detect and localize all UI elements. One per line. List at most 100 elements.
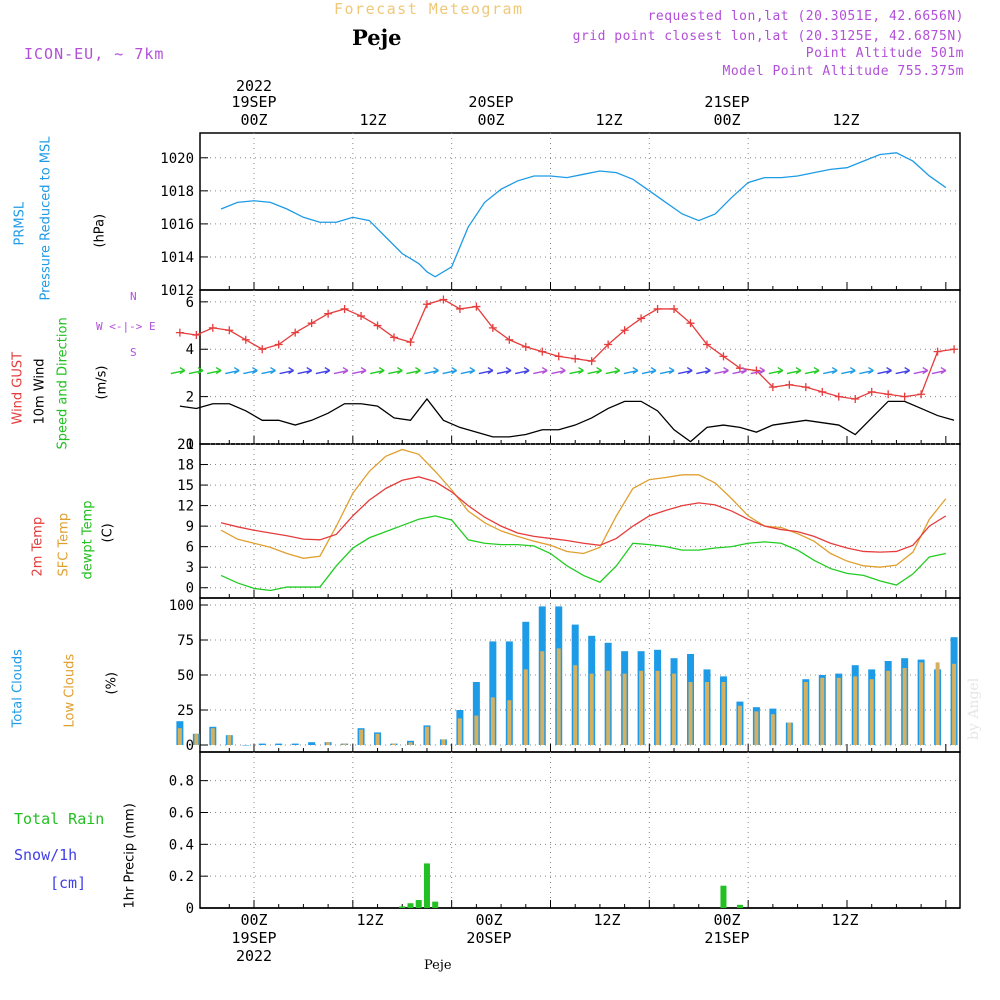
wind-frame: [199, 289, 961, 445]
wind-direction-arrow: [297, 366, 313, 375]
gust-marker: [241, 335, 250, 344]
gust-marker: [373, 321, 382, 330]
station-name: Peje: [352, 25, 402, 50]
low-cloud-bar: [342, 743, 347, 745]
gust-marker: [208, 323, 217, 332]
gust-marker: [521, 342, 530, 351]
total-cloud-bar: [258, 743, 266, 745]
gust-marker: [175, 328, 184, 337]
low-cloud-bar: [672, 673, 677, 745]
low-cloud-bar: [326, 742, 331, 745]
compass-we: W <-|-> E: [96, 320, 156, 333]
precip-ytick-label: 0.8: [169, 774, 194, 790]
model-point-altitude: Model Point Altitude 755.375m: [722, 64, 964, 79]
low-cloud-bar: [490, 697, 495, 745]
low-cloud-bar: [622, 673, 627, 745]
low-cloud-bar: [639, 670, 644, 745]
grid-point-coords: grid point closest lon,lat (20.3125E, 42…: [572, 29, 964, 44]
low-cloud-bar: [474, 715, 479, 745]
gust-marker: [604, 340, 613, 349]
low-cloud-bar: [523, 669, 528, 745]
low-cloud-bar: [902, 668, 907, 745]
gust-marker: [192, 331, 201, 340]
rain-bar: [423, 863, 430, 908]
bottom-year-label: 2022: [235, 947, 273, 965]
low-cloud-bar: [589, 673, 594, 745]
temp-ytick-label: 21: [177, 437, 194, 453]
pressure-ytick-label: 1016: [160, 217, 194, 233]
wind-direction-arrow: [750, 366, 766, 375]
dewpt-line: [220, 515, 946, 592]
precip-frame: [199, 751, 961, 909]
wind-direction-arrow: [225, 366, 240, 375]
wind-direction-arrow: [895, 366, 911, 375]
wind-direction-arrow: [333, 366, 349, 375]
low-cloud-bar: [919, 662, 924, 745]
low-cloud-bar: [935, 662, 940, 745]
wind-direction-arrow: [406, 366, 421, 375]
gust-marker: [571, 354, 580, 363]
wind-line: [179, 397, 955, 443]
clouds-panel: 0 25 50 75 100: [169, 597, 961, 754]
temp-ytick-label: 3: [186, 560, 194, 576]
temp-ytick-label: 6: [186, 540, 194, 556]
low-cloud-bar: [721, 682, 726, 745]
wind-direction-arrow: [188, 366, 204, 375]
low-cloud-bar: [820, 677, 825, 745]
gust-marker: [472, 302, 481, 311]
wind-direction-arrow: [732, 366, 747, 375]
point-altitude: Point Altitude 501m: [805, 46, 964, 61]
bottom-12z-label-1: 12Z: [356, 911, 384, 929]
gust-marker: [455, 304, 464, 313]
clouds-ytick-label: 25: [177, 703, 194, 719]
low-cloud-bar: [392, 743, 397, 745]
top-12z-label-1: 12Z: [359, 111, 387, 129]
total-cloud-bar: [472, 682, 480, 745]
gust-marker: [768, 383, 777, 392]
wind-direction-arrow: [768, 366, 784, 375]
gust-marker: [834, 392, 843, 401]
wind-direction-arrow: [913, 366, 929, 375]
sfc-temp-line: [220, 448, 947, 568]
low-cloud-bar: [540, 651, 545, 745]
gust-marker: [505, 335, 514, 344]
precip-ytick-label: 0.2: [169, 869, 194, 885]
top-day3-label: 21SEP: [704, 93, 750, 111]
low-cloud-bar: [803, 682, 808, 745]
wind-direction-arrow: [696, 366, 711, 375]
wind-direction-arrow: [931, 366, 947, 375]
wind-direction-arrow: [496, 366, 512, 375]
low-cloud-bar: [754, 711, 759, 745]
gust-marker: [752, 366, 761, 375]
wind-direction-arrow: [533, 366, 548, 375]
temp-ytick-label: 18: [177, 458, 194, 474]
gust-marker: [933, 347, 942, 356]
gust-marker: [307, 319, 316, 328]
rain-bar: [432, 901, 439, 908]
wind-direction-arrow: [605, 366, 621, 375]
bottom-00z-label-2: 00Z: [475, 911, 503, 929]
compass-s: S: [130, 346, 137, 359]
gust-marker: [653, 304, 662, 313]
gust-marker: [258, 345, 267, 354]
gust-marker: [538, 347, 547, 356]
wind-direction-arrow: [514, 366, 530, 375]
wind-direction-arrow: [714, 366, 729, 375]
gust-marker: [950, 345, 959, 354]
wind-ytick-label: 2: [186, 390, 194, 406]
low-cloud-bar: [737, 705, 742, 745]
low-cloud-bar: [194, 733, 199, 745]
temp-ytick-label: 9: [186, 519, 194, 535]
precip-ytick-label: 0.6: [169, 805, 194, 821]
snow-unit-label: [cm]: [50, 874, 87, 892]
wind-direction-arrow: [877, 366, 892, 375]
wind-direction-arrow: [569, 366, 584, 375]
gust-marker: [851, 394, 860, 403]
gust-marker: [324, 309, 333, 318]
low-cloud-bar: [688, 682, 693, 745]
requested-coords: requested lon,lat (20.3051E, 42.6656N): [647, 9, 964, 24]
wind-direction-arrow: [823, 366, 838, 375]
wind-direction-arrow: [460, 366, 476, 375]
gust-marker: [390, 333, 399, 342]
total-cloud-bar: [308, 742, 316, 745]
